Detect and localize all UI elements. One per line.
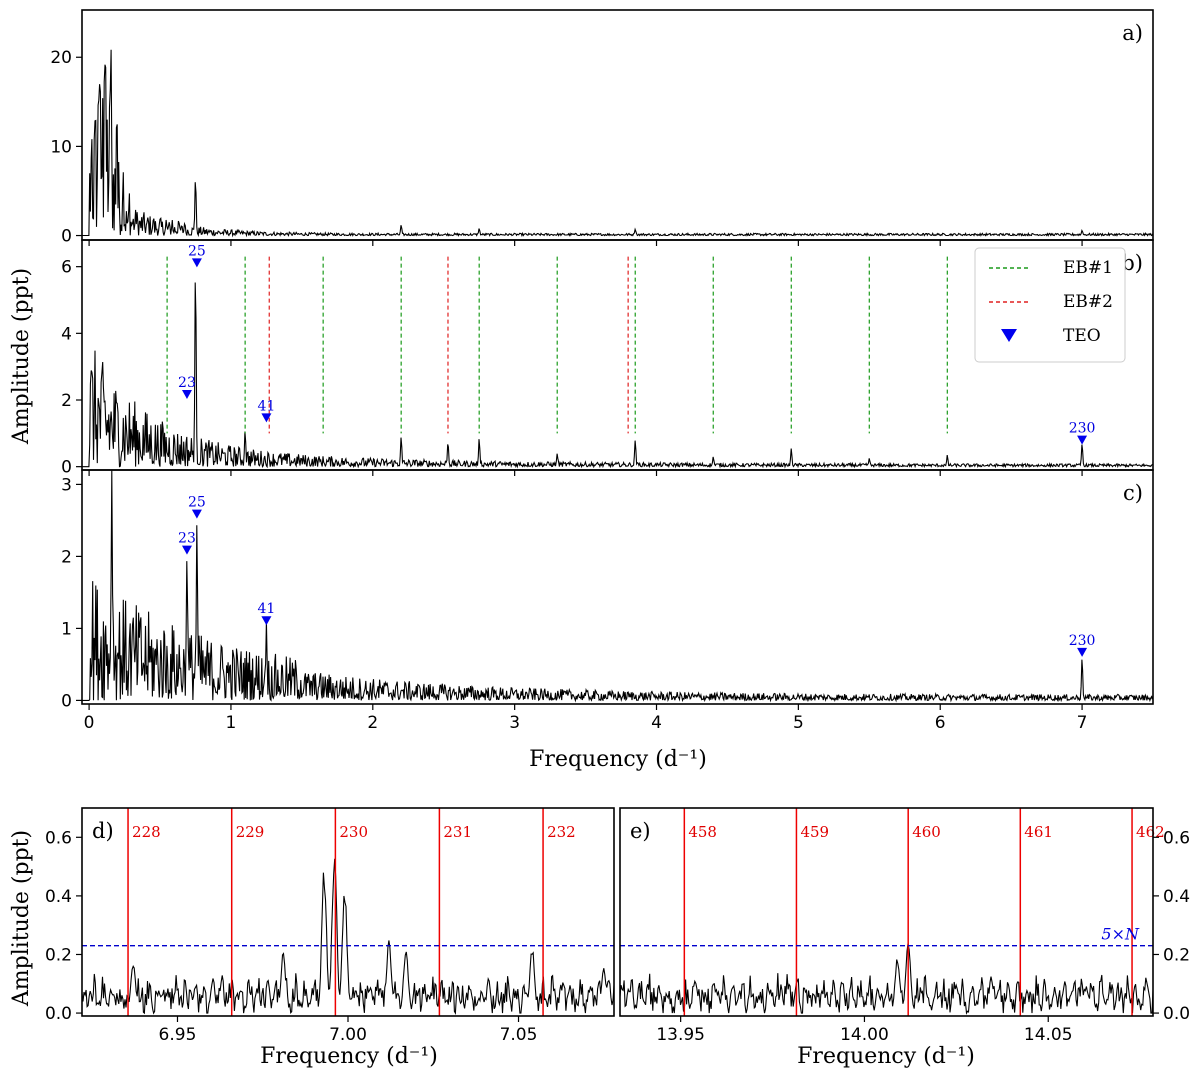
- x-tick-label: 0: [84, 713, 95, 733]
- panel-frame-c: [81, 469, 1154, 705]
- x-tick-label: 4: [651, 713, 662, 733]
- y-tick-label: 2: [61, 547, 72, 567]
- teo-marker: [1077, 435, 1088, 445]
- legend-entry: EB#1: [1063, 258, 1113, 278]
- y-tick-label: 20: [50, 48, 72, 68]
- y-tick-label: 10: [50, 137, 72, 157]
- x-axis-label-d: Frequency (d⁻¹): [260, 1044, 438, 1069]
- legend-swatch: [1001, 329, 1017, 342]
- x-tick-label: 13.95: [656, 1025, 705, 1045]
- teo-marker: [261, 616, 272, 626]
- teo-label: 230: [1069, 633, 1096, 649]
- y-tick-label: 0.2: [45, 945, 72, 965]
- teo-marker: [261, 413, 272, 423]
- x-axis-label-top: Frequency (d⁻¹): [529, 747, 707, 772]
- teo-label: 25: [188, 495, 206, 511]
- y-tick-label: 0: [61, 691, 72, 711]
- x-tick-label: 5: [793, 713, 804, 733]
- panel-e: 458 459 460 461 462 5×N 0.0 0.2 0.4 0.6 13.95 14.00…: [619, 807, 1190, 1045]
- panel-frame-a: [81, 9, 1154, 241]
- x-tick-label: 1: [226, 713, 237, 733]
- teo-label: 41: [257, 601, 275, 617]
- harmonic-label: 232: [547, 823, 576, 841]
- harmonic-label: 229: [236, 823, 265, 841]
- y-tick-label: 0: [61, 458, 72, 478]
- y-tick-label: 0.2: [1163, 945, 1190, 965]
- panel-a: 0 10 20 a): [50, 9, 1154, 247]
- panel-label-c: c): [1123, 481, 1143, 505]
- spectrum-line-d: [82, 858, 614, 1016]
- teo-label: 23: [178, 531, 196, 547]
- panel-label-e: e): [630, 819, 651, 843]
- panel-label-a: a): [1122, 21, 1143, 45]
- x-tick-label: 7.05: [500, 1025, 538, 1045]
- teo-label: 41: [257, 398, 275, 414]
- x-tick-label: 6.95: [159, 1025, 197, 1045]
- panel-label-b: b): [1121, 251, 1143, 275]
- legend-entry: EB#2: [1063, 292, 1113, 312]
- y-tick-label: 4: [61, 324, 72, 344]
- teo-label: 25: [188, 243, 206, 259]
- teo-label: 230: [1069, 421, 1096, 437]
- y-axis-label-top: Amplitude (ppt): [9, 268, 34, 445]
- y-tick-label: 0.0: [45, 1004, 72, 1024]
- y-tick-label: 0.6: [1163, 828, 1190, 848]
- harmonic-label: 231: [443, 823, 472, 841]
- harmonic-label: 459: [800, 823, 829, 841]
- x-tick-label: 6: [935, 713, 946, 733]
- y-tick-label: 3: [61, 475, 72, 495]
- panel-b: 23 25 41 230 0 2 4 6 b) EB#1 EB#2 TEO: [61, 239, 1154, 478]
- harmonic-label: 228: [132, 823, 161, 841]
- y-tick-label: 0: [61, 227, 72, 247]
- y-tick-label: 2: [61, 391, 72, 411]
- x-tick-label: 7: [1077, 713, 1088, 733]
- panel-d: 228 229 230 231 232 0.0 0.2 0.4 0.6 6.95 7.00 7.05 d…: [45, 807, 615, 1045]
- teo-marker: [181, 545, 192, 555]
- panel-label-d: d): [92, 819, 114, 843]
- harmonic-label: 230: [339, 823, 368, 841]
- teo-marker: [1077, 647, 1088, 657]
- spectrum-line-a: [82, 49, 1153, 238]
- noise-level-label: 5×N: [1101, 925, 1140, 944]
- harmonic-label: 460: [912, 823, 941, 841]
- spectrum-line-b: [82, 282, 1153, 469]
- y-tick-label: 0.4: [45, 887, 72, 907]
- y-tick-label: 6: [61, 258, 72, 278]
- x-axis-label-e: Frequency (d⁻¹): [797, 1044, 975, 1069]
- y-axis-label-bottom: Amplitude (ppt): [9, 830, 34, 1007]
- x-tick-label: 14.05: [1024, 1025, 1073, 1045]
- y-tick-label: 1: [61, 619, 72, 639]
- harmonic-label: 461: [1024, 823, 1053, 841]
- y-tick-label: 0.6: [45, 828, 72, 848]
- x-tick-label: 7.00: [329, 1025, 367, 1045]
- teo-label: 23: [178, 375, 196, 391]
- harmonic-label: 458: [688, 823, 717, 841]
- x-tick-label: 3: [509, 713, 520, 733]
- x-tick-label: 2: [367, 713, 378, 733]
- spectrum-line-c: [82, 470, 1153, 703]
- teo-marker: [191, 509, 202, 519]
- teo-marker: [181, 390, 192, 399]
- teo-marker: [191, 258, 202, 268]
- x-tick-label: 14.00: [840, 1025, 889, 1045]
- y-tick-label: 0.0: [1163, 1004, 1190, 1024]
- panel-frame-e: [619, 807, 1154, 1017]
- y-tick-label: 0.4: [1163, 887, 1190, 907]
- legend-entry: TEO: [1063, 326, 1101, 346]
- harmonic-label: 462: [1136, 823, 1165, 841]
- spectrum-line-e: [620, 943, 1153, 1015]
